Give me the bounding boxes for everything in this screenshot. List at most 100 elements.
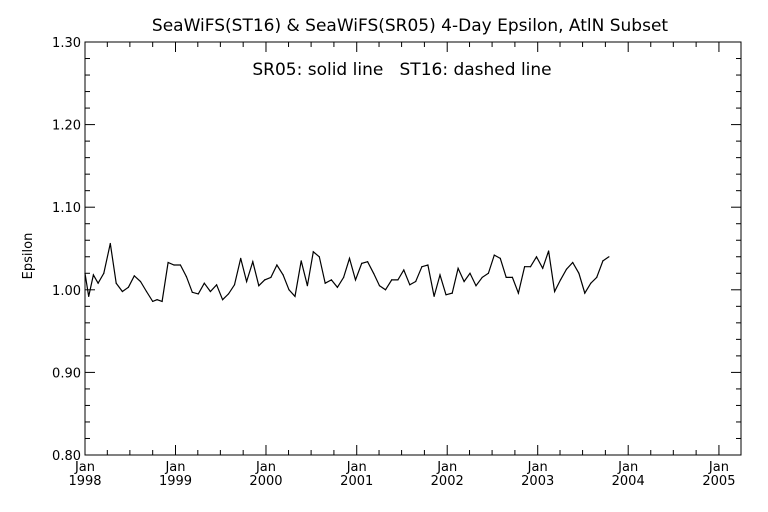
data-point — [529, 266, 532, 268]
data-point — [487, 272, 489, 274]
data-point — [554, 290, 556, 293]
data-point — [300, 260, 302, 262]
x-tick-year-label: 2003 — [521, 474, 554, 489]
data-point — [139, 280, 142, 283]
data-point — [493, 254, 495, 256]
data-point — [584, 292, 586, 294]
data-point — [391, 279, 393, 281]
data-point — [415, 280, 417, 283]
data-point — [233, 284, 236, 286]
data-point — [312, 251, 314, 253]
y-tick-label: 1.30 — [52, 36, 81, 51]
data-point — [115, 282, 117, 284]
x-tick-year-label: 2004 — [612, 474, 645, 489]
data-point — [505, 276, 507, 278]
data-point — [578, 272, 580, 274]
data-point — [608, 256, 610, 258]
chart-annotation: SR05: solid line ST16: dashed line — [252, 60, 551, 80]
data-point — [433, 295, 435, 297]
data-point — [270, 276, 272, 278]
data-point — [499, 257, 501, 259]
data-point — [97, 282, 99, 284]
data-point — [367, 261, 369, 263]
data-point — [173, 264, 175, 266]
y-tick-label: 1.10 — [52, 201, 81, 216]
x-tick-year-label: 1999 — [159, 474, 192, 489]
y-tick-label: 0.80 — [52, 449, 81, 464]
data-point — [209, 290, 211, 293]
data-point — [191, 291, 193, 293]
data-point — [475, 285, 477, 287]
data-point — [397, 279, 399, 281]
data-point — [463, 280, 465, 283]
data-point — [559, 279, 562, 281]
y-axis-label: Epsilon — [21, 233, 36, 280]
data-point — [602, 260, 604, 262]
data-point — [324, 282, 326, 284]
data-point — [457, 267, 459, 269]
chart-title: SeaWiFS(ST16) & SeaWiFS(SR05) 4-Day Epsi… — [152, 16, 668, 36]
data-point — [103, 272, 105, 274]
y-tick-label: 0.90 — [52, 366, 81, 381]
data-point — [276, 264, 278, 266]
data-point — [511, 276, 513, 278]
data-point — [145, 290, 148, 293]
data-point — [240, 257, 242, 259]
data-point — [542, 267, 544, 269]
data-point — [439, 274, 441, 276]
x-tick-month-label: Jan — [527, 460, 548, 475]
data-point — [216, 284, 218, 286]
data-point — [343, 276, 345, 278]
data-point — [306, 285, 308, 287]
data-point — [167, 261, 169, 264]
x-tick-month-label: Jan — [617, 460, 638, 475]
x-tick-year-label: 2005 — [702, 474, 735, 489]
data-point — [535, 256, 538, 258]
data-point — [524, 266, 526, 268]
data-point — [427, 264, 429, 266]
data-point — [161, 300, 163, 302]
data-point — [203, 282, 205, 284]
data-point — [152, 300, 154, 302]
data-point — [421, 266, 423, 268]
data-point — [565, 268, 568, 270]
data-point — [354, 279, 357, 281]
data-point — [481, 276, 483, 278]
data-point — [109, 242, 111, 245]
data-point — [282, 274, 284, 276]
data-point — [469, 272, 471, 274]
data-point — [133, 275, 135, 277]
x-tick-month-label: Jan — [708, 460, 729, 475]
x-tick-month-label: Jan — [164, 460, 185, 475]
data-point — [318, 256, 320, 258]
data-point — [445, 294, 447, 296]
data-point — [409, 284, 411, 286]
data-point — [264, 279, 266, 281]
y-tick-label: 1.20 — [52, 119, 81, 134]
axes: 0.800.901.001.101.201.30Jan1998Jan1999Ja… — [52, 36, 741, 489]
data-point — [197, 293, 199, 295]
data-point — [373, 272, 375, 274]
x-tick-month-label: Jan — [436, 460, 457, 475]
data-point — [185, 276, 187, 278]
x-tick-year-label: 2002 — [431, 474, 464, 489]
data-point — [378, 285, 381, 287]
data-point — [127, 286, 129, 288]
data-point — [288, 289, 290, 291]
data-point — [88, 295, 90, 297]
y-tick-label: 1.00 — [52, 284, 81, 299]
data-point — [121, 290, 123, 293]
data-point — [548, 250, 550, 252]
x-tick-month-label: Jan — [74, 460, 95, 475]
x-tick-month-label: Jan — [346, 460, 367, 475]
data-point — [572, 261, 574, 264]
x-tick-year-label: 2001 — [340, 474, 373, 489]
data-point — [403, 269, 405, 271]
x-tick-month-label: Jan — [255, 460, 276, 475]
data-point — [384, 289, 387, 291]
series-layer — [84, 242, 610, 303]
data-point — [92, 274, 94, 276]
data-point — [258, 285, 260, 287]
data-point — [179, 264, 181, 266]
